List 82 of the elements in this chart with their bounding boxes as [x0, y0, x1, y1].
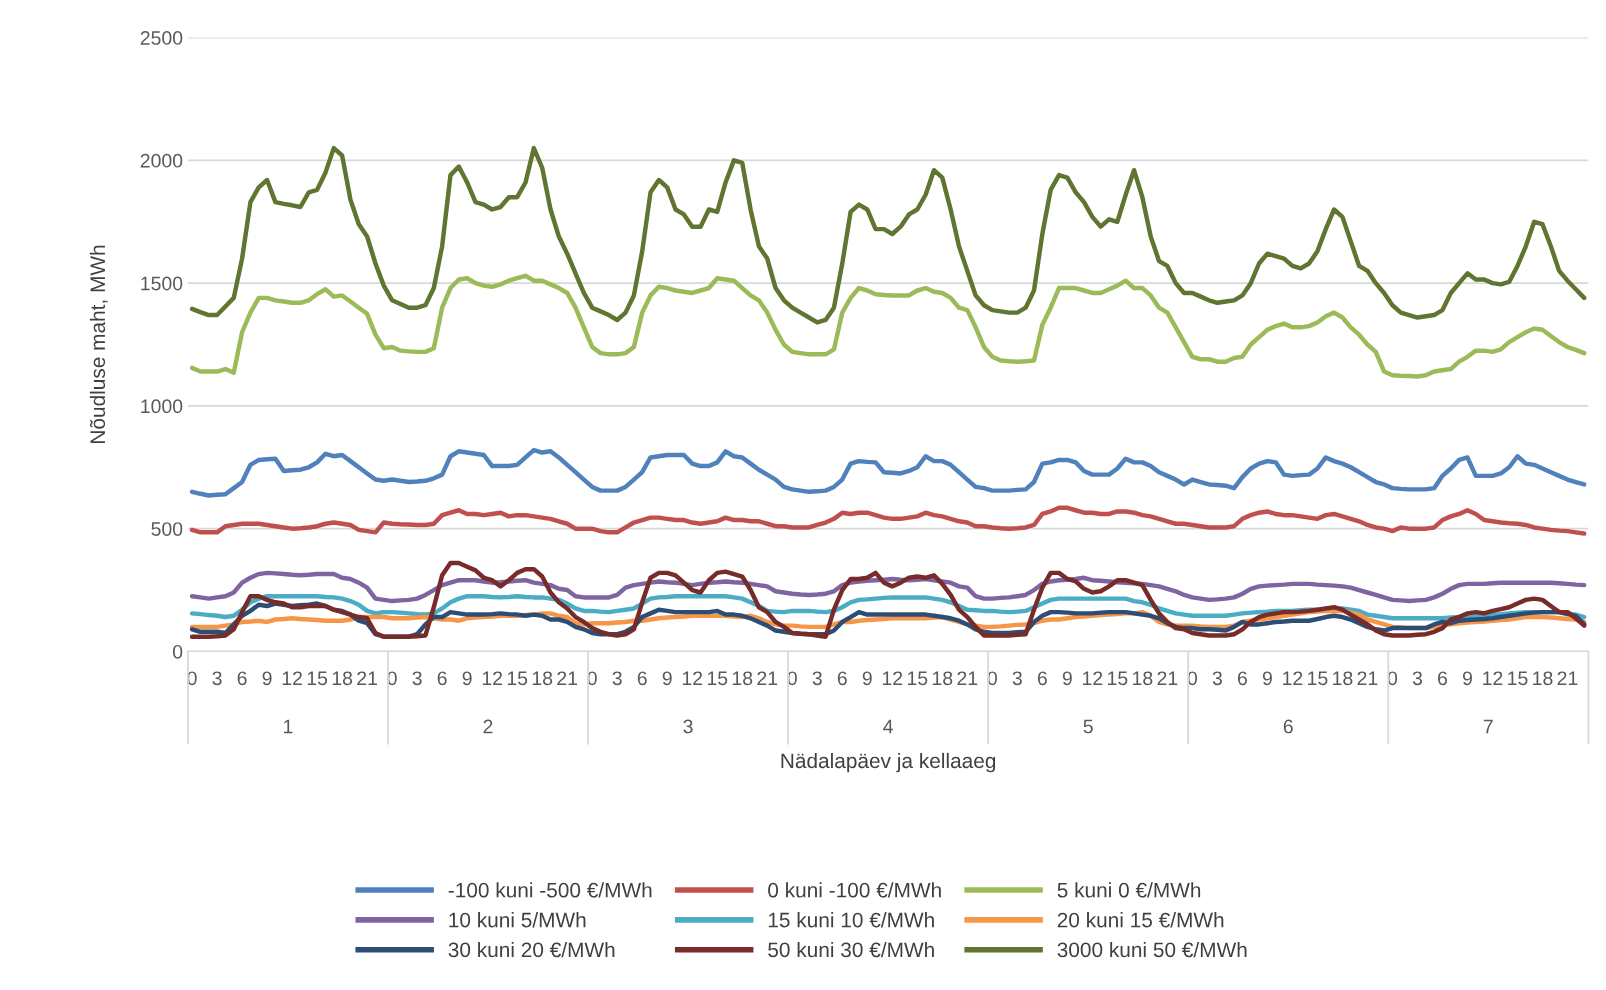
x-tick-label: 0 [387, 671, 397, 686]
x-tick-label: 6 [637, 671, 647, 686]
x-tick-label: 3 [212, 671, 222, 686]
line-series [189, 447, 1587, 498]
x-tick-label: 18 [732, 671, 753, 686]
legend-label: 3000 kuni 50 €/MWh [1057, 941, 1247, 958]
x-tick-label: 12 [1083, 671, 1103, 685]
legend-label: 20 kuni 15 €/MWh [1057, 912, 1224, 928]
y-axis-title: Nõudluse maht, MWh [89, 245, 108, 443]
text: 4 [883, 719, 893, 734]
x-tick-label: 15 [307, 671, 328, 686]
text: 6 [1283, 719, 1293, 734]
y-tick-label: 500 [151, 522, 183, 536]
x-tick-label: 6 [237, 671, 247, 686]
x-tick-label: 9 [462, 671, 472, 686]
legend-label: 0 kuni -100 €/MWh [768, 882, 941, 898]
x-tick-label: 12 [882, 671, 903, 685]
x-tick-label: 0 [187, 671, 197, 686]
x-tick-label: 15 [1108, 671, 1128, 686]
x-tick-label: 21 [1557, 671, 1578, 685]
line-series [189, 560, 1587, 639]
x-tick-label: 3 [1412, 671, 1422, 686]
line-series [189, 505, 1587, 536]
x-tick-label: 21 [1157, 671, 1178, 685]
x-tick-label: 15 [1508, 671, 1528, 686]
x-tick-label: 18 [1333, 671, 1353, 686]
legend-label: 30 kuni 20 €/MWh [448, 941, 615, 958]
x-tick-label: 3 [412, 671, 422, 686]
x-tick-label: 15 [507, 671, 528, 686]
x-tick-label: 12 [682, 671, 703, 685]
x-tick-label: 15 [907, 671, 928, 686]
legend-label: 10 kuni 5/MWh [449, 912, 586, 928]
x-tick-label: 21 [557, 671, 578, 685]
text: 2 [483, 719, 493, 734]
legend-label: 50 kuni 30 €/MWh [768, 941, 934, 958]
x-tick-label: 12 [1483, 671, 1503, 685]
text: 1 [284, 719, 293, 734]
x-tick-label: 18 [332, 671, 353, 686]
x-tick-label: 21 [957, 671, 978, 685]
legend-label: -100 kuni -500 €/MWh [448, 882, 652, 898]
x-tick-label: 3 [812, 671, 822, 686]
x-tick-label: 6 [1237, 671, 1247, 686]
x-tick-label: 12 [1283, 671, 1303, 685]
x-tick-label: 9 [1062, 671, 1072, 686]
x-tick-label: 9 [1462, 671, 1472, 686]
x-tick-label: 21 [1357, 671, 1378, 685]
line-series [189, 570, 1587, 604]
y-tick-label: 1000 [141, 399, 183, 414]
x-tick-label: 3 [612, 671, 622, 686]
x-tick-label: 9 [1262, 671, 1272, 686]
y-tick-label: 0 [172, 644, 183, 659]
text: 3 [683, 719, 693, 734]
y-tick-label: 2000 [140, 153, 183, 168]
x-axis-title: Nädalapäev ja kellaaeg [781, 752, 996, 773]
x-tick-label: 3 [1012, 671, 1022, 686]
x-tick-label: 6 [837, 671, 847, 686]
x-tick-label: 15 [1308, 671, 1328, 686]
x-tick-label: 9 [262, 671, 272, 686]
x-tick-label: 21 [757, 671, 778, 685]
x-tick-label: 12 [282, 671, 302, 685]
x-tick-label: 21 [357, 671, 377, 685]
line-series [189, 145, 1587, 325]
x-tick-label: 6 [1438, 671, 1448, 686]
y-tick-label: 1500 [141, 276, 183, 291]
x-tick-label: 12 [482, 671, 502, 685]
legend-label: 15 kuni 10 €/MWh [768, 912, 934, 928]
x-tick-label: 18 [1133, 671, 1153, 686]
x-tick-label: 6 [437, 671, 447, 686]
x-tick-label: 18 [1533, 671, 1553, 686]
text: 7 [1483, 719, 1493, 734]
x-tick-label: 0 [587, 671, 597, 686]
x-tick-label: 18 [532, 671, 553, 686]
x-tick-label: 15 [707, 671, 728, 686]
legend-label: 5 kuni 0 €/MWh [1057, 882, 1201, 898]
x-tick-label: 18 [932, 671, 953, 686]
line-series [189, 273, 1587, 379]
x-tick-label: 6 [1037, 671, 1047, 686]
x-tick-label: 3 [1212, 671, 1222, 686]
y-tick-label: 2500 [140, 31, 183, 45]
x-tick-label: 9 [662, 671, 672, 686]
text: 5 [1083, 719, 1093, 734]
x-tick-label: 9 [862, 671, 872, 686]
